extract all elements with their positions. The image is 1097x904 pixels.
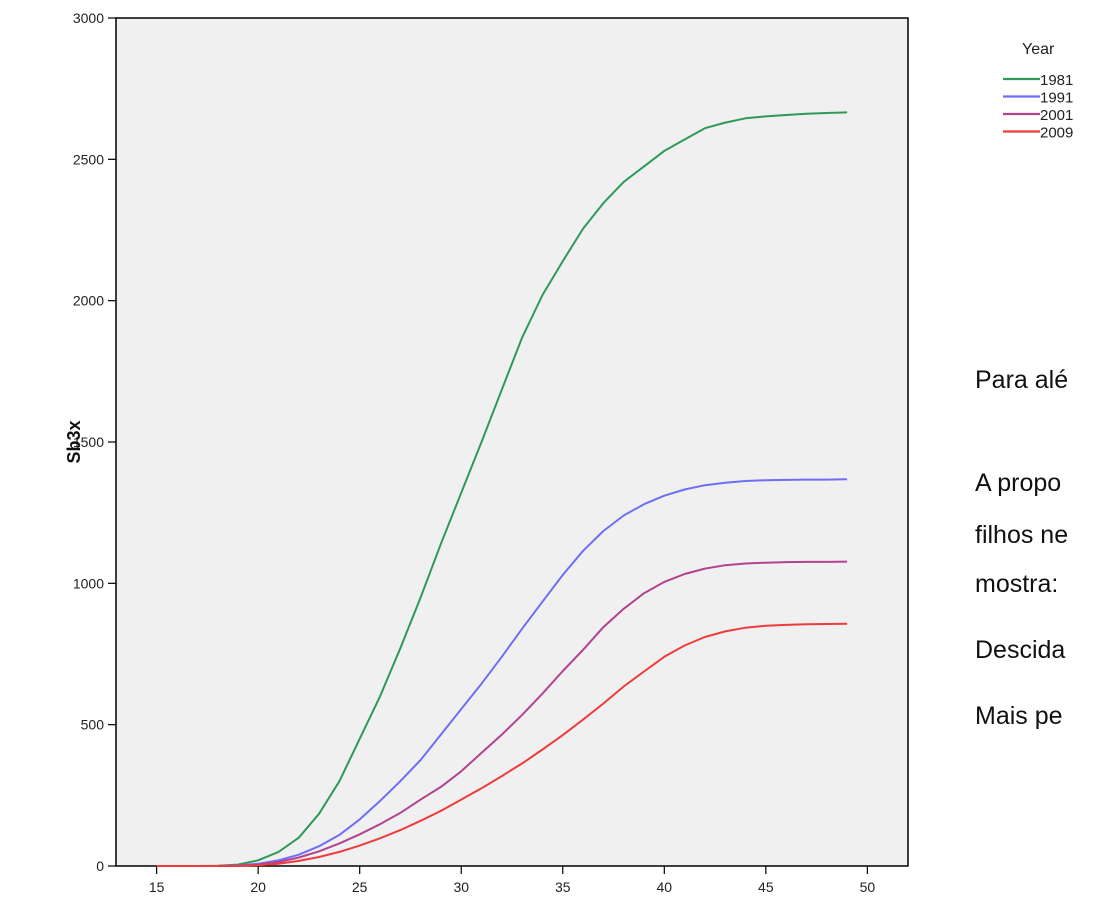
plot-area: [115, 17, 909, 867]
y-axis: 0 500 1000 1500 2000 2500 3000: [73, 10, 116, 874]
y-tick-label: 1500: [73, 434, 104, 450]
legend-label-1991: 1991: [1040, 90, 1073, 107]
x-tick-label: 40: [657, 879, 673, 895]
x-tick-label: 30: [453, 879, 469, 895]
legend-label-1981: 1981: [1040, 72, 1073, 89]
series-line-2009: [156, 622, 848, 867]
legend-label-2009: 2009: [1040, 125, 1073, 142]
side-text-line-6: Mais pe: [975, 702, 1063, 730]
series-line-1991: [156, 478, 848, 867]
y-tick-label: 2500: [73, 151, 104, 167]
y-tick-label: 1000: [73, 575, 104, 591]
legend-title: Year: [1022, 41, 1055, 58]
x-tick-label: 15: [149, 879, 165, 895]
series-line-2001: [156, 560, 848, 867]
y-tick-label: 2000: [73, 293, 104, 309]
y-axis-title: Sb3x: [64, 420, 84, 463]
x-tick-label: 50: [860, 879, 876, 895]
side-text-line-4: mostra:: [975, 570, 1059, 598]
side-text-line-1: Para alé: [975, 366, 1069, 394]
y-tick-label: 500: [81, 717, 105, 733]
x-tick-label: 35: [555, 879, 571, 895]
side-text-line-5: Descida: [975, 636, 1066, 664]
x-tick-label: 45: [758, 879, 774, 895]
x-tick-label: 25: [352, 879, 368, 895]
side-text-line-3: filhos ne: [975, 521, 1069, 549]
x-tick-label: 20: [250, 879, 266, 895]
x-axis: 15 20 25 30 35 40 45 50: [149, 866, 876, 895]
side-text-line-2: A propo: [975, 469, 1062, 497]
series-line-1981: [156, 111, 848, 867]
y-tick-label: 3000: [73, 10, 104, 26]
y-tick-label: 0: [96, 858, 104, 874]
legend-label-2001: 2001: [1040, 107, 1073, 124]
series-lines: [156, 111, 848, 867]
